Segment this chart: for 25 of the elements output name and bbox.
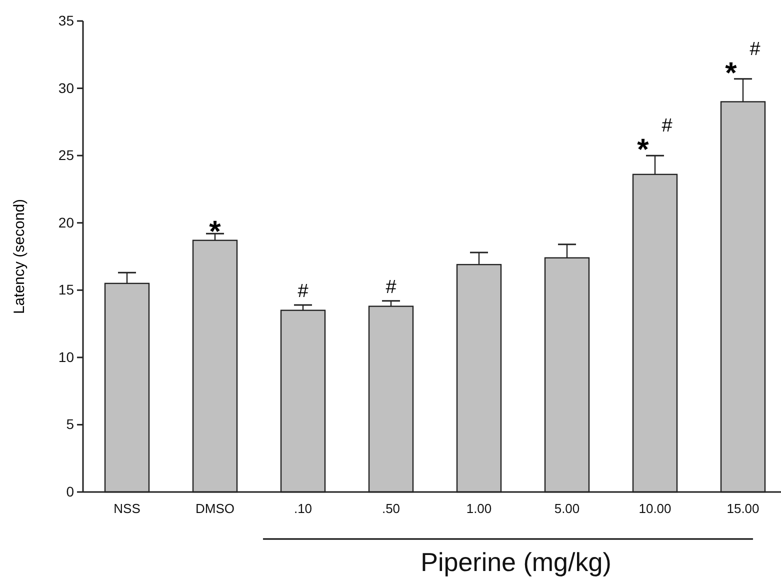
annotation: * [209,216,222,249]
x-tick-label: 1.00 [466,501,492,516]
y-tick-label: 0 [66,483,74,500]
y-tick-label: 30 [58,80,74,96]
x-axis-title: Piperine (mg/kg) [420,547,612,577]
x-tick-label: NSS [114,501,141,516]
annotation: # [386,276,397,298]
x-tick-label: 5.00 [554,501,580,516]
annotation: * [725,56,738,90]
y-tick-label: 5 [66,416,74,432]
x-tick-label: DMSO [196,501,234,516]
annotation: * [637,134,650,167]
annotation: # [662,116,673,137]
x-tick-label: .10 [294,501,312,516]
y-axis-title: Latency (second) [11,198,28,314]
y-tick-label: 15 [58,282,74,298]
x-tick-label: .50 [382,501,400,516]
x-tick-label: 15.00 [726,501,760,516]
annotation: # [298,280,309,302]
y-tick-label: 20 [58,214,74,230]
y-tick-label: 10 [58,348,74,365]
y-tick-label: 25 [58,147,74,164]
y-tick-label: 35 [58,12,74,28]
x-tick-label: 10.00 [638,501,672,516]
annotation: # [750,38,761,60]
